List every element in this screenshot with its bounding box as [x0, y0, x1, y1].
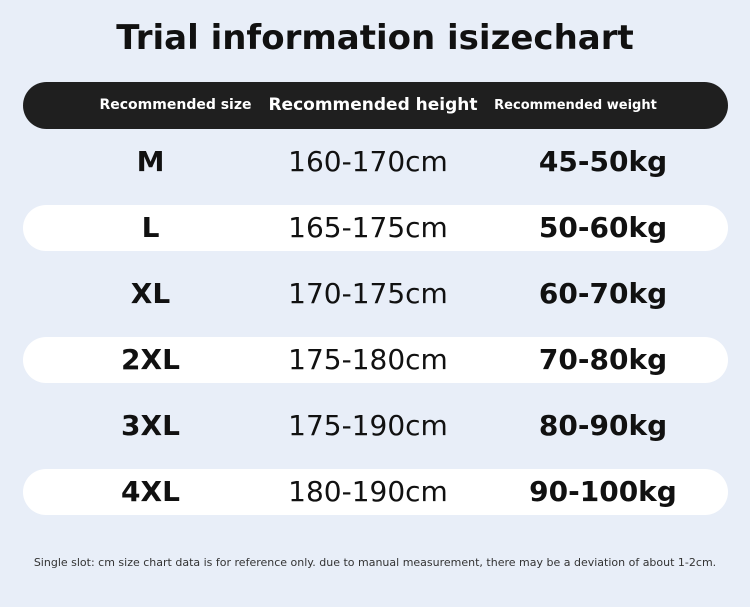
header-cell: Recommended weight [494, 98, 657, 113]
table-row: L 165-175cm 50-60kg [23, 205, 728, 251]
table-cell: 180-190cm [288, 475, 448, 508]
table-row: M 160-170cm 45-50kg [23, 139, 728, 185]
table-cell: 90-100kg [529, 475, 677, 508]
table-row: 2XL 175-180cm 70-80kg [23, 337, 728, 383]
table-row: 3XL 175-190cm 80-90kg [23, 403, 728, 449]
table-cell: 50-60kg [538, 211, 668, 244]
header-cell: Recommended size [99, 97, 252, 113]
table-row: XL 170-175cm 60-70kg [23, 271, 728, 317]
table-cell: 175-190cm [288, 409, 448, 442]
table-cell: 160-170cm [288, 145, 448, 178]
header-cell: Recommended height [268, 95, 478, 115]
footnote: Single slot: cm size chart data is for r… [33, 556, 717, 569]
table-cell: 170-175cm [288, 277, 448, 310]
table-cell: M [136, 145, 165, 178]
table-cell: 175-180cm [288, 343, 448, 376]
table-cell: 3XL [121, 409, 180, 442]
table-cell: 4XL [121, 475, 180, 508]
table-cell: L [141, 211, 160, 244]
table-cell: 80-90kg [538, 409, 668, 442]
header-row: Recommended size Recommended height Reco… [23, 82, 728, 129]
table-cell: 60-70kg [538, 277, 668, 310]
table-cell: 70-80kg [538, 343, 668, 376]
table-cell: 2XL [121, 343, 180, 376]
table-cell: XL [130, 277, 171, 310]
table-cell: 165-175cm [288, 211, 448, 244]
table-row: 4XL 180-190cm 90-100kg [23, 469, 728, 515]
title: Trial information isizechart [116, 18, 634, 58]
table-cell: 45-50kg [538, 145, 668, 178]
